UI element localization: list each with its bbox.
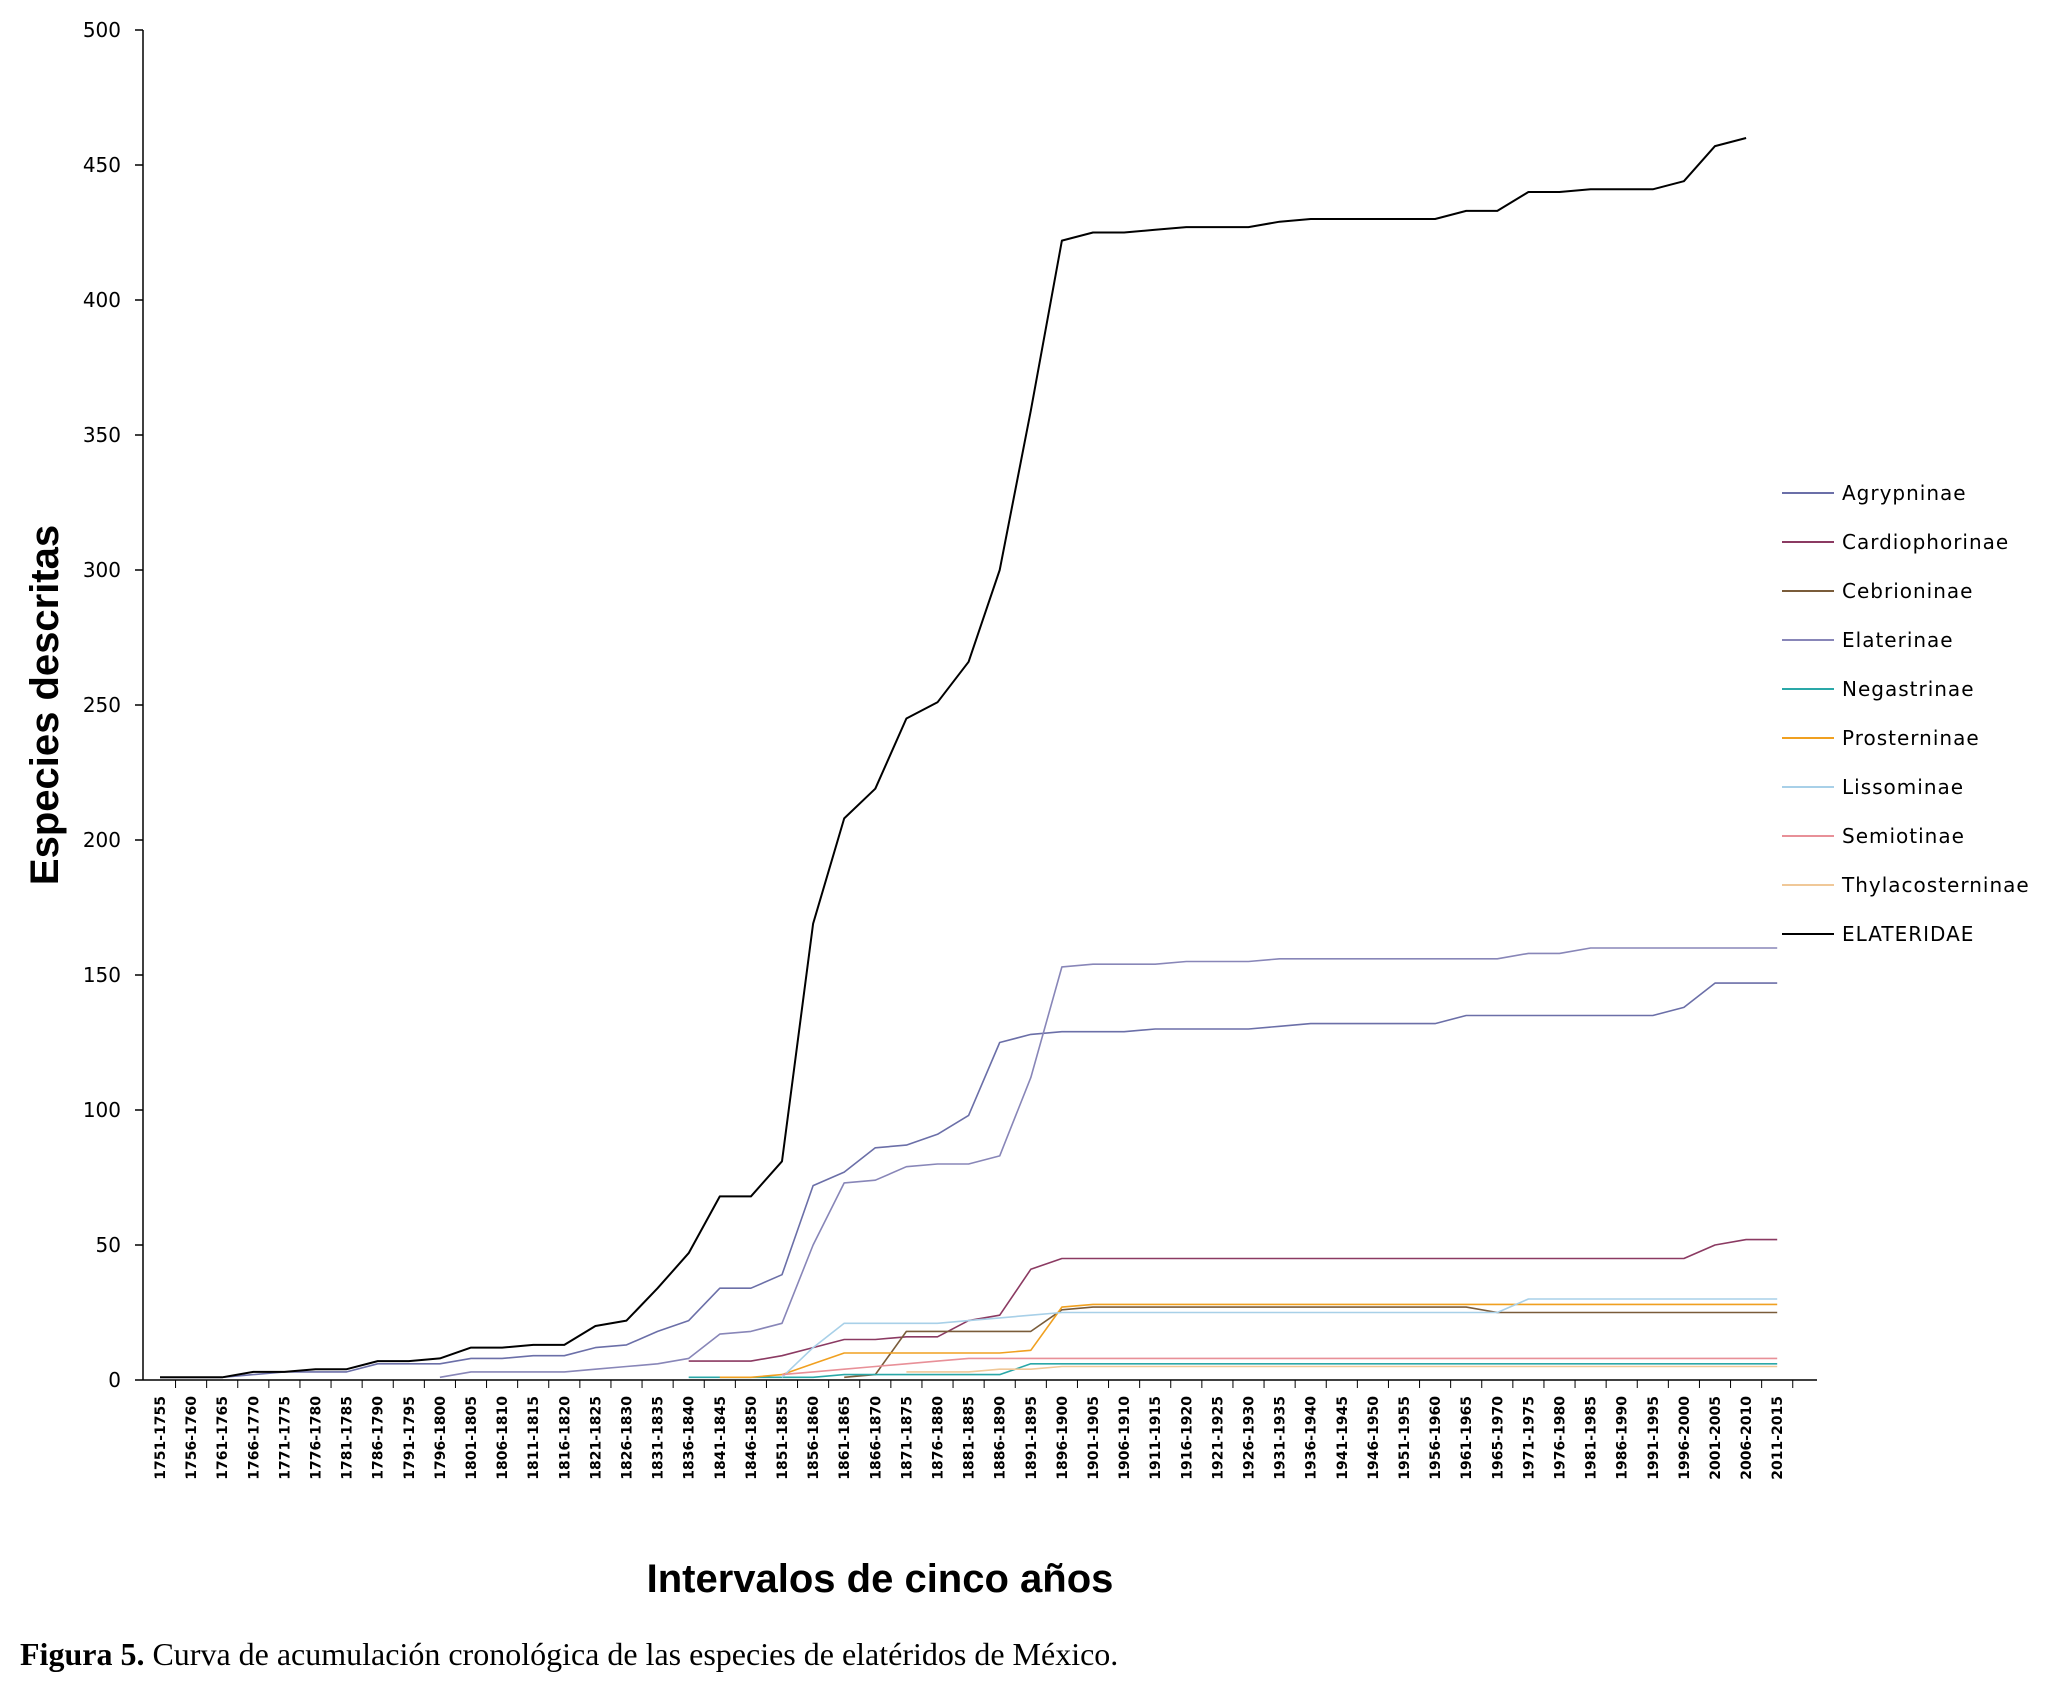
- line-chart: 0 50 100 150 200 250 300 350 400 450 500 1751-1755…: [23, 18, 2030, 1601]
- x-tick-label: 1946-1950: [1366, 1396, 1382, 1480]
- x-tick-label: 1961-1965: [1459, 1396, 1475, 1480]
- x-tick-label: 1886-1890: [993, 1396, 1009, 1480]
- legend-entry: Cebrioninae: [1842, 579, 1973, 603]
- x-tick-label: 1916-1920: [1179, 1396, 1195, 1480]
- x-tick-label: 1986-1990: [1615, 1396, 1631, 1480]
- series-line-negastrinae: [688, 1363, 1778, 1379]
- x-tick-label: 1991-1995: [1646, 1396, 1662, 1480]
- legend-entry: Elaterinae: [1842, 628, 1954, 652]
- x-tick-label: 1931-1935: [1273, 1396, 1289, 1480]
- x-tick-label: 1921-1925: [1210, 1396, 1226, 1480]
- x-tick-label: 1751-1755: [153, 1396, 169, 1480]
- series-line-semiotinae: [781, 1357, 1778, 1376]
- y-tick-label: 450: [83, 153, 121, 177]
- legend-entry: Prosterninae: [1842, 726, 1980, 750]
- series-line-prosterninae: [719, 1303, 1778, 1379]
- y-tick-label: 400: [83, 288, 121, 312]
- y-tick-label: 100: [83, 1098, 121, 1122]
- caption-text: Curva de acumulación cronológica de las …: [144, 1636, 1119, 1672]
- x-tick-label: 1965-1970: [1490, 1396, 1506, 1480]
- x-tick-label: 1901-1905: [1086, 1396, 1102, 1480]
- series-line-elateridae: [160, 137, 1747, 1379]
- x-tick-label: 1791-1795: [402, 1396, 418, 1480]
- x-tick-label: 1806-1810: [495, 1396, 511, 1480]
- x-tick-label: 1831-1835: [651, 1396, 667, 1480]
- x-tick-label: 1871-1875: [899, 1396, 915, 1480]
- x-tick-label: 1766-1770: [246, 1396, 262, 1480]
- y-axis: 0 50 100 150 200 250 300 350 400 450 500: [83, 18, 144, 1392]
- x-tick-label: 1941-1945: [1335, 1396, 1351, 1480]
- x-tick-label: 1821-1825: [588, 1396, 604, 1480]
- x-tick-label: 1876-1880: [931, 1396, 947, 1480]
- series-layer: [160, 137, 1778, 1379]
- y-tick-label: 150: [83, 963, 121, 987]
- x-tick-label: 1906-1910: [1117, 1396, 1133, 1480]
- x-tick-label: 1841-1845: [713, 1396, 729, 1480]
- x-tick-label: 1811-1815: [526, 1396, 542, 1480]
- x-tick-label: 1956-1960: [1428, 1396, 1444, 1480]
- x-tick-label: 1851-1855: [775, 1396, 791, 1480]
- caption-label: Figura 5.: [20, 1636, 145, 1672]
- x-tick-label: 1786-1790: [371, 1396, 387, 1480]
- x-tick-label: 1796-1800: [433, 1396, 449, 1480]
- legend-entry: ELATERIDAE: [1842, 922, 1974, 946]
- y-axis-title: Especies descritas: [23, 525, 67, 885]
- x-tick-label: 1836-1840: [682, 1396, 698, 1480]
- x-tick-label: 2001-2005: [1708, 1396, 1724, 1480]
- legend: Agrypninae Cardiophorinae Cebrioninae Elate…: [1782, 481, 2030, 946]
- x-tick-label: 2006-2010: [1739, 1396, 1755, 1480]
- legend-entry: Semiotinae: [1842, 824, 1965, 848]
- y-tick-label: 300: [83, 558, 121, 582]
- legend-entry: Cardiophorinae: [1842, 530, 2009, 554]
- legend-entry: Agrypninae: [1842, 481, 1967, 505]
- x-tick-label: 1891-1895: [1024, 1396, 1040, 1480]
- x-axis-title: Intervalos de cinco años: [647, 1557, 1114, 1601]
- x-tick-label: 1926-1930: [1242, 1396, 1258, 1480]
- legend-entry: Lissominae: [1842, 775, 1964, 799]
- series-line-thylacosterninae: [906, 1365, 1778, 1373]
- series-line-agrypninae: [160, 982, 1778, 1379]
- x-tick-label: 1776-1780: [309, 1396, 325, 1480]
- legend-entry: Thylacosterninae: [1841, 873, 2030, 897]
- y-tick-label: 500: [83, 18, 121, 42]
- x-tick-label: 1861-1865: [837, 1396, 853, 1480]
- series-line-lissominae: [781, 1298, 1778, 1378]
- x-tick-label: 1816-1820: [557, 1396, 573, 1480]
- x-tick-label: 1881-1885: [962, 1396, 978, 1480]
- x-tick-label: 1936-1940: [1304, 1396, 1320, 1480]
- x-axis: 1751-1755 1756-1760 1761-1765 1766-1770 1771…: [143, 1379, 1817, 1480]
- x-tick-label: 1856-1860: [806, 1396, 822, 1480]
- series-line-elaterinae: [439, 947, 1778, 1379]
- series-line-cebrioninae: [844, 1306, 1778, 1379]
- legend-entry: Negastrinae: [1842, 677, 1975, 701]
- x-tick-label: 1981-1985: [1584, 1396, 1600, 1480]
- x-tick-label: 1866-1870: [868, 1396, 884, 1480]
- x-tick-label: 1951-1955: [1397, 1396, 1413, 1480]
- x-tick-label: 1761-1765: [215, 1396, 231, 1480]
- x-tick-label: 1911-1915: [1148, 1396, 1164, 1480]
- figure-caption: Figura 5. Curva de acumulación cronológi…: [20, 1636, 2020, 1673]
- x-tick-label: 1756-1760: [184, 1396, 200, 1480]
- x-tick-label: 1976-1980: [1553, 1396, 1569, 1480]
- y-tick-label: 250: [83, 693, 121, 717]
- y-tick-label: 200: [83, 828, 121, 852]
- x-tick-label: 1846-1850: [744, 1396, 760, 1480]
- x-tick-label: 1771-1775: [277, 1396, 293, 1480]
- x-tick-label: 1781-1785: [340, 1396, 356, 1480]
- x-tick-label: 1801-1805: [464, 1396, 480, 1480]
- y-tick-label: 0: [108, 1368, 121, 1392]
- series-line-cardiophorinae: [688, 1238, 1778, 1362]
- x-tick-label: 1971-1975: [1521, 1396, 1537, 1480]
- x-tick-label: 1826-1830: [620, 1396, 636, 1480]
- x-tick-label: 2011-2015: [1770, 1396, 1786, 1480]
- y-tick-label: 350: [83, 423, 121, 447]
- y-tick-label: 50: [96, 1233, 121, 1257]
- x-tick-label: 1996-2000: [1677, 1396, 1693, 1480]
- x-tick-label: 1896-1900: [1055, 1396, 1071, 1480]
